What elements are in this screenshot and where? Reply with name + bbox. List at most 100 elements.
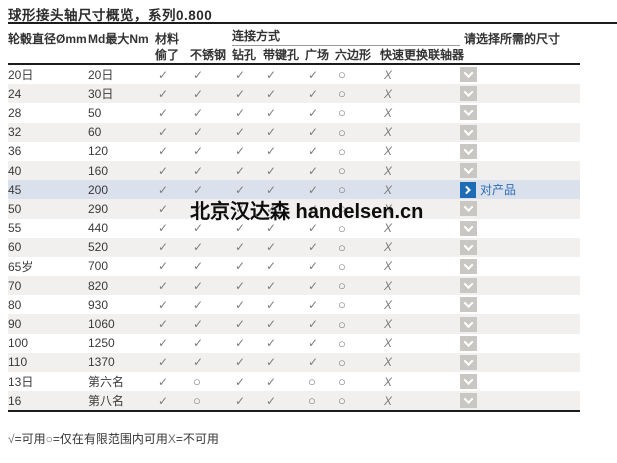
action-cell xyxy=(460,163,580,179)
col-header-select-size: 请选择所需的尺寸 xyxy=(464,32,561,46)
md-max-value: 290 xyxy=(88,201,109,216)
size-dropdown-button[interactable] xyxy=(460,258,477,274)
availability-mark-available: ✓ xyxy=(266,278,277,293)
availability-mark-available: ✓ xyxy=(266,355,277,370)
availability-mark-available: ✓ xyxy=(235,259,246,274)
action-cell xyxy=(460,67,580,83)
chevron-down-icon xyxy=(463,317,474,328)
availability-mark-available: ✓ xyxy=(158,259,169,274)
size-dropdown-button[interactable] xyxy=(460,374,477,390)
md-max-value: 30日 xyxy=(88,87,114,102)
availability-mark-available: ✓ xyxy=(308,182,319,197)
md-max-value: 440 xyxy=(88,221,109,236)
table-row: 80 930 ✓ ✓ ✓ ✓ ✓ ○ X xyxy=(8,295,580,314)
availability-mark-available: ✓ xyxy=(193,317,204,332)
view-products-link[interactable]: 对产品 xyxy=(480,183,517,198)
chevron-down-icon xyxy=(463,336,474,347)
table-row: 36 120 ✓ ✓ ✓ ✓ ✓ ○ X xyxy=(8,142,580,161)
availability-mark-limited: ○ xyxy=(338,239,346,255)
availability-mark-unavailable: X xyxy=(384,297,393,312)
size-dropdown-button[interactable] xyxy=(460,239,477,255)
page-title: 球形接头轴尺寸概览，系列0.800 xyxy=(8,8,213,23)
availability-mark-available: ✓ xyxy=(266,67,277,82)
availability-mark-available: ✓ xyxy=(308,67,319,82)
availability-mark-unavailable: X xyxy=(384,355,393,370)
size-dropdown-button[interactable] xyxy=(460,393,477,409)
availability-mark-available: ✓ xyxy=(235,67,246,82)
availability-mark-available: ✓ xyxy=(308,278,319,293)
availability-mark-available: ✓ xyxy=(158,317,169,332)
availability-mark-available: ✓ xyxy=(193,297,204,312)
chevron-down-icon xyxy=(463,240,474,251)
size-dropdown-button[interactable] xyxy=(460,67,477,83)
availability-mark-available: ✓ xyxy=(308,317,319,332)
legend-symbol: ○ xyxy=(45,432,53,446)
md-max-value: 第八名 xyxy=(88,394,125,409)
legend-text: =不可用 xyxy=(175,432,219,446)
hub-diameter-value: 36 xyxy=(8,144,22,159)
table-row: 20日 20日 ✓ ✓ ✓ ✓ ✓ ○ X xyxy=(8,65,580,84)
hub-diameter-value: 32 xyxy=(8,125,22,140)
chevron-down-icon xyxy=(463,279,474,290)
availability-mark-available: ✓ xyxy=(235,317,246,332)
availability-mark-available: ✓ xyxy=(308,297,319,312)
availability-mark-available: ✓ xyxy=(266,125,277,140)
availability-mark-unavailable: X xyxy=(384,393,393,408)
sub-header-steel: 偷了 xyxy=(155,47,180,62)
size-dropdown-button[interactable] xyxy=(460,143,477,159)
size-dropdown-button[interactable] xyxy=(460,124,477,140)
availability-mark-available: ✓ xyxy=(266,221,277,236)
availability-legend: √=可用○=仅在有限范围内可用X=不可用 xyxy=(8,430,219,447)
availability-mark-unavailable: X xyxy=(384,317,393,332)
availability-mark-available: ✓ xyxy=(266,182,277,197)
availability-mark-available: ✓ xyxy=(193,278,204,293)
sub-header-hexagon: 六边形 xyxy=(335,47,372,62)
hub-diameter-value: 65岁 xyxy=(8,259,34,274)
availability-mark-available: ✓ xyxy=(158,355,169,370)
size-dropdown-button[interactable] xyxy=(460,105,477,121)
availability-mark-available: ✓ xyxy=(235,393,246,408)
size-dropdown-button[interactable] xyxy=(460,335,477,351)
action-cell xyxy=(460,374,580,390)
size-dropdown-button[interactable] xyxy=(460,354,477,370)
availability-mark-available: ✓ xyxy=(235,355,246,370)
availability-mark-available: ✓ xyxy=(158,67,169,82)
availability-mark-available: ✓ xyxy=(266,163,277,178)
hub-diameter-value: 50 xyxy=(8,201,22,216)
availability-mark-available: ✓ xyxy=(266,317,277,332)
availability-mark-available: ✓ xyxy=(193,182,204,197)
table-row: 50 290 ✓ ✓ ✓ ✓ ✓ ○ X xyxy=(8,199,580,219)
chevron-down-icon xyxy=(463,375,474,386)
availability-mark-unavailable: X xyxy=(384,259,393,274)
md-max-value: 1370 xyxy=(88,355,115,370)
availability-mark-available: ✓ xyxy=(158,336,169,351)
md-max-value: 200 xyxy=(88,182,109,197)
size-dropdown-button[interactable] xyxy=(460,297,477,313)
availability-mark-available: ✓ xyxy=(158,125,169,140)
availability-mark-available: ✓ xyxy=(193,221,204,236)
md-max-value: 160 xyxy=(88,163,109,178)
hub-diameter-value: 40 xyxy=(8,163,22,178)
md-max-value: 700 xyxy=(88,259,109,274)
action-cell xyxy=(460,220,580,236)
availability-mark-limited: ○ xyxy=(338,278,346,294)
availability-mark-available: ✓ xyxy=(266,374,277,389)
view-products-button[interactable] xyxy=(460,181,476,198)
size-dropdown-button[interactable] xyxy=(460,220,477,236)
availability-mark-available: ✓ xyxy=(266,105,277,120)
availability-mark-available: ✓ xyxy=(266,336,277,351)
action-cell xyxy=(460,316,580,332)
size-dropdown-button[interactable] xyxy=(460,86,477,102)
table-row: 13日 第六名 ✓ ○ ✓ ✓ ○ ○ X xyxy=(8,372,580,391)
availability-mark-available: ✓ xyxy=(308,105,319,120)
availability-mark-available: ✓ xyxy=(235,125,246,140)
size-dropdown-button[interactable] xyxy=(460,316,477,332)
table-row: 40 160 ✓ ✓ ✓ ✓ ✓ ○ X xyxy=(8,160,580,181)
size-dropdown-button[interactable] xyxy=(460,163,477,179)
availability-mark-limited: ○ xyxy=(338,258,346,274)
size-dropdown-button[interactable] xyxy=(460,278,477,294)
availability-mark-available: ✓ xyxy=(235,336,246,351)
size-dropdown-button[interactable] xyxy=(460,201,477,217)
availability-mark-available: ✓ xyxy=(266,240,277,255)
chevron-right-icon xyxy=(462,185,471,194)
